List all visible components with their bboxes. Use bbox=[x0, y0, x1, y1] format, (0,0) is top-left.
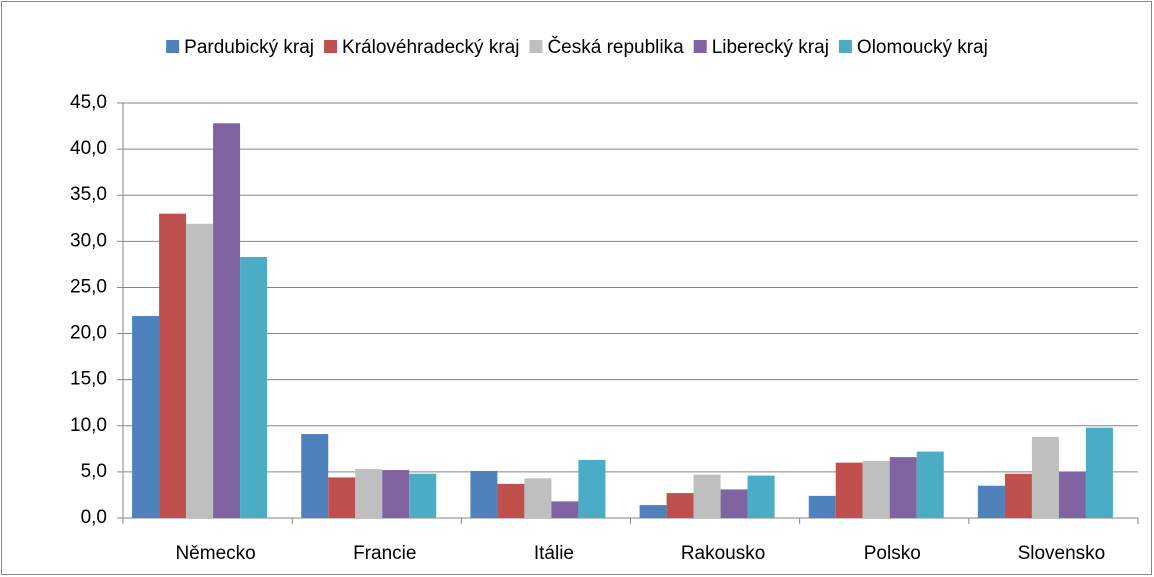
legend-label: Královéhradecký kraj bbox=[342, 37, 519, 58]
bar bbox=[382, 470, 410, 518]
legend-swatch bbox=[166, 40, 180, 53]
bar bbox=[409, 473, 437, 518]
bar bbox=[578, 459, 606, 518]
bar bbox=[470, 470, 498, 518]
legend-label: Olomoucký kraj bbox=[857, 37, 988, 58]
x-tick-label: Itálie bbox=[534, 543, 574, 564]
x-tick-label: Německo bbox=[175, 543, 255, 564]
x-tick-label: Rakousko bbox=[681, 543, 766, 564]
bar bbox=[862, 460, 890, 518]
y-tick-label: 20,0 bbox=[70, 323, 107, 344]
bar bbox=[132, 316, 160, 518]
bar bbox=[1058, 471, 1086, 518]
bar bbox=[213, 123, 241, 519]
legend-swatch bbox=[529, 40, 543, 53]
y-tick-label: 10,0 bbox=[70, 415, 107, 436]
x-tick-label: Slovensko bbox=[1018, 543, 1106, 564]
bar bbox=[551, 501, 579, 518]
legend-label: Česká republika bbox=[547, 36, 684, 58]
bar bbox=[639, 505, 667, 518]
bar bbox=[977, 485, 1005, 518]
bar bbox=[747, 475, 775, 518]
bar bbox=[1004, 473, 1032, 518]
bar bbox=[720, 489, 748, 518]
y-tick-label: 15,0 bbox=[70, 369, 107, 390]
bar bbox=[497, 483, 525, 518]
bar bbox=[693, 474, 721, 518]
legend-swatch bbox=[693, 40, 707, 53]
bar bbox=[240, 257, 268, 518]
bar bbox=[159, 213, 187, 518]
y-tick-label: 45,0 bbox=[70, 92, 107, 113]
bar bbox=[328, 477, 356, 518]
y-tick-label: 0,0 bbox=[81, 507, 107, 528]
bar bbox=[355, 469, 383, 518]
bar bbox=[1085, 427, 1113, 518]
bar bbox=[835, 462, 863, 518]
bar bbox=[666, 493, 694, 518]
legend-label: Liberecký kraj bbox=[712, 37, 829, 58]
x-tick-label: Francie bbox=[353, 543, 416, 564]
x-tick-label: Polsko bbox=[864, 543, 921, 564]
bar bbox=[186, 223, 214, 519]
legend-swatch bbox=[838, 40, 852, 53]
legend-swatch bbox=[324, 40, 338, 53]
y-tick-label: 40,0 bbox=[70, 138, 107, 159]
bar bbox=[301, 434, 329, 518]
y-tick-label: 25,0 bbox=[70, 276, 107, 297]
bar bbox=[889, 457, 917, 518]
bar bbox=[524, 478, 552, 518]
bar bbox=[916, 451, 944, 518]
bar bbox=[1031, 436, 1059, 518]
y-tick-label: 30,0 bbox=[70, 230, 107, 251]
bar bbox=[808, 495, 836, 518]
y-tick-label: 5,0 bbox=[81, 461, 107, 482]
legend-label: Pardubický kraj bbox=[184, 37, 314, 58]
y-tick-label: 35,0 bbox=[70, 184, 107, 205]
